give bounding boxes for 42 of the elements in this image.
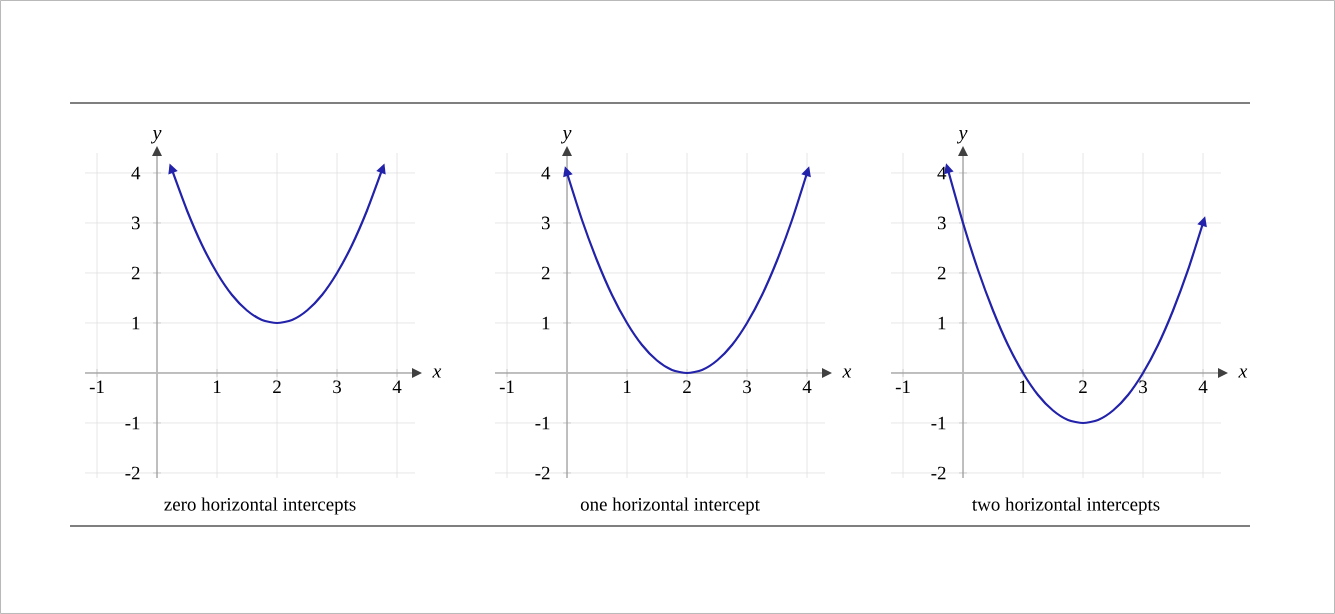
y-tick-label: 2 xyxy=(131,266,140,280)
y-tick-label: 3 xyxy=(541,216,550,230)
x-tick-label: 3 xyxy=(333,380,341,394)
x-tick-label: 4 xyxy=(392,380,402,393)
x-tick-label: 4 xyxy=(1198,380,1208,393)
y-tick-label: 2 xyxy=(937,266,946,280)
y-tick-label: 4 xyxy=(937,166,947,180)
x-tick-label: 1 xyxy=(213,380,221,393)
x-axis-title: x xyxy=(1238,368,1248,378)
y-axis-title: y xyxy=(956,130,968,144)
y-tick-label: 4 xyxy=(131,166,141,180)
x-tick-label: -1 xyxy=(89,380,104,393)
x-tick-label: -1 xyxy=(895,380,910,393)
y-tick-label: -1 xyxy=(931,416,946,430)
text: two horizontal intercepts xyxy=(972,497,1160,515)
y-axis-title: y xyxy=(150,130,162,144)
y-tick-label: -2 xyxy=(125,466,140,480)
y-tick-label: 4 xyxy=(541,166,551,180)
text: one horizontal intercept xyxy=(580,497,760,515)
y-tick-label: -2 xyxy=(931,466,946,480)
text: zero horizontal intercepts xyxy=(164,497,356,515)
x-tick-label: 1 xyxy=(1019,380,1027,393)
x-tick-label: -1 xyxy=(499,380,514,393)
y-tick-label: 3 xyxy=(131,216,140,230)
x-tick-label: 3 xyxy=(743,380,751,394)
x-tick-label: 2 xyxy=(1079,380,1087,394)
y-tick-label: 1 xyxy=(542,316,550,330)
y-tick-label: 1 xyxy=(938,316,946,330)
x-tick-label: 2 xyxy=(683,380,691,394)
x-tick-label: 1 xyxy=(623,380,631,393)
y-tick-label: 3 xyxy=(937,216,946,230)
x-tick-label: 4 xyxy=(802,380,812,393)
y-axis-title: y xyxy=(560,130,572,144)
x-tick-label: 3 xyxy=(1139,380,1148,394)
y-tick-label: -1 xyxy=(535,416,550,430)
y-tick-label: -1 xyxy=(125,416,140,430)
x-tick-label: 2 xyxy=(273,380,281,394)
y-tick-label: 2 xyxy=(541,266,550,280)
x-axis-title: x xyxy=(842,368,852,378)
y-tick-label: -2 xyxy=(535,466,550,480)
x-axis-title: x xyxy=(432,368,442,378)
y-tick-label: 1 xyxy=(132,316,140,330)
